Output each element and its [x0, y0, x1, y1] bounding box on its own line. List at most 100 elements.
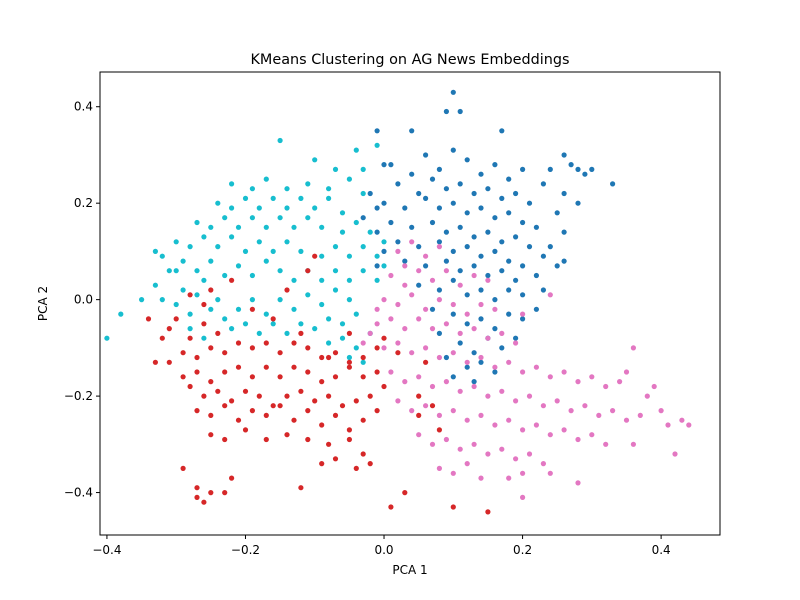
data-point	[208, 258, 214, 264]
data-point	[429, 383, 436, 390]
data-point	[367, 229, 373, 235]
data-point	[263, 311, 269, 317]
data-point	[346, 297, 352, 303]
data-point	[374, 205, 380, 211]
data-point	[187, 292, 193, 298]
data-point	[159, 297, 165, 303]
data-point	[326, 441, 332, 447]
data-point	[540, 403, 547, 409]
data-point	[499, 128, 505, 134]
y-tick-label: −0.2	[64, 389, 93, 403]
data-point	[471, 441, 477, 447]
data-point	[485, 393, 491, 399]
data-point	[450, 408, 456, 414]
data-point	[485, 335, 491, 341]
data-point	[201, 499, 207, 505]
data-point	[526, 244, 533, 250]
data-point	[471, 272, 477, 279]
data-point	[513, 398, 519, 404]
data-point	[506, 417, 512, 423]
data-point	[346, 253, 352, 259]
data-point	[388, 316, 394, 322]
data-point	[520, 316, 526, 322]
data-point	[665, 422, 671, 428]
data-point	[603, 383, 609, 390]
data-point	[277, 215, 283, 221]
data-point	[346, 436, 352, 443]
data-point	[395, 350, 401, 356]
data-point	[471, 190, 477, 197]
data-point	[644, 393, 650, 399]
data-point	[589, 374, 595, 380]
data-point	[270, 195, 276, 201]
data-point	[520, 427, 526, 433]
data-point	[409, 171, 415, 177]
data-point	[492, 326, 498, 332]
data-point	[235, 263, 242, 269]
data-point	[395, 301, 401, 308]
data-point	[291, 340, 297, 346]
data-point	[374, 263, 380, 269]
data-point	[159, 335, 165, 341]
data-point	[416, 244, 422, 250]
data-point	[637, 412, 643, 418]
data-point	[180, 287, 186, 293]
data-point	[201, 335, 207, 341]
data-point	[520, 369, 526, 375]
data-point	[353, 147, 359, 153]
data-point	[319, 224, 325, 230]
data-point	[520, 292, 526, 298]
data-point	[256, 330, 262, 336]
data-point	[166, 359, 172, 365]
data-point	[464, 417, 470, 423]
data-point	[416, 412, 422, 418]
data-point	[215, 200, 221, 206]
data-point	[513, 456, 519, 462]
data-point	[291, 364, 297, 370]
data-point	[305, 268, 311, 274]
data-point	[353, 465, 359, 471]
data-point	[450, 311, 456, 317]
data-point	[222, 369, 228, 375]
data-point	[187, 335, 193, 341]
data-point	[478, 359, 484, 365]
data-point	[513, 277, 519, 283]
data-point	[367, 190, 373, 197]
data-point	[208, 306, 214, 312]
data-point	[513, 234, 519, 240]
data-point	[201, 321, 207, 327]
points-layer	[104, 89, 692, 515]
data-point	[291, 277, 297, 283]
data-point	[540, 461, 547, 467]
data-point	[423, 263, 429, 269]
data-point	[326, 186, 332, 192]
data-point	[658, 408, 664, 414]
data-point	[332, 287, 339, 293]
data-point	[513, 190, 519, 197]
data-point	[478, 205, 484, 211]
data-point	[277, 137, 283, 144]
data-point	[471, 379, 477, 385]
data-point	[568, 162, 574, 168]
data-point	[360, 354, 366, 361]
data-point	[312, 205, 318, 211]
data-point	[471, 326, 477, 332]
data-point	[554, 263, 560, 269]
data-point	[450, 248, 456, 254]
data-point	[402, 258, 408, 264]
data-point	[298, 330, 304, 336]
data-point	[547, 244, 553, 250]
data-point	[360, 268, 366, 274]
data-point	[575, 436, 581, 443]
y-axis: −0.4 −0.2 0.0 0.2 0.4	[64, 100, 100, 500]
data-point	[402, 379, 408, 385]
data-point	[312, 326, 318, 332]
data-point	[457, 446, 463, 452]
data-point	[471, 350, 477, 356]
data-point	[326, 354, 332, 361]
data-point	[457, 340, 463, 346]
data-point	[381, 383, 387, 390]
data-point	[201, 277, 207, 283]
data-point	[436, 354, 442, 361]
